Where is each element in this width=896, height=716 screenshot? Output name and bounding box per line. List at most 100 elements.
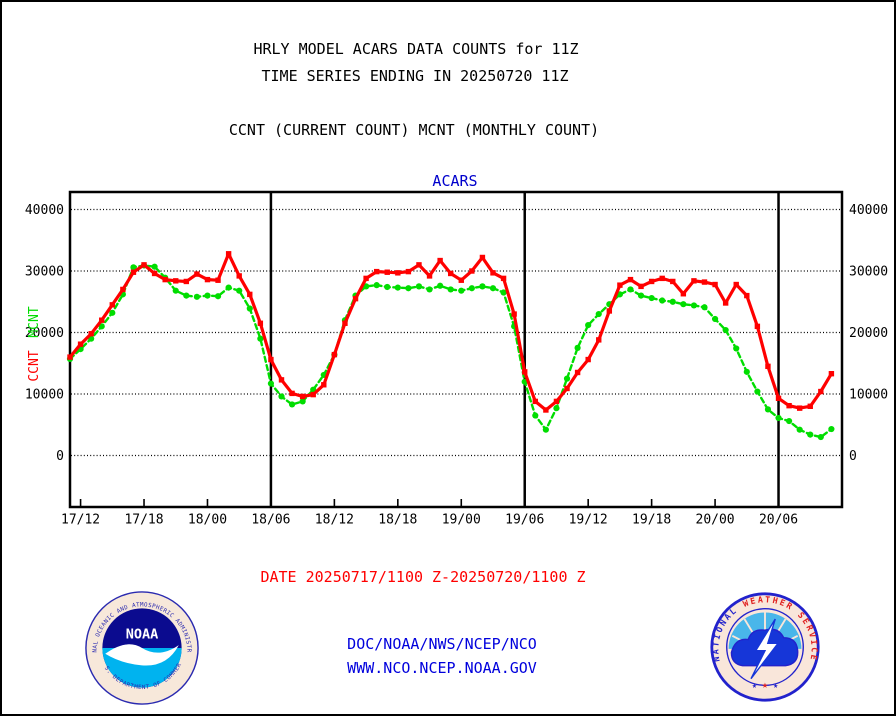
mcnt-marker [563, 375, 571, 382]
ccnt-marker [754, 323, 761, 330]
ccnt-marker [257, 320, 264, 326]
ccnt-marker [299, 393, 306, 400]
ccnt-marker [479, 254, 486, 261]
mcnt-marker [775, 414, 782, 422]
y-axis-label-right: 10000 [849, 388, 888, 403]
mcnt-marker [214, 293, 222, 300]
mcnt-marker [98, 323, 105, 330]
mcnt-marker [119, 291, 126, 298]
mcnt-marker [542, 426, 549, 433]
mcnt-marker [786, 417, 793, 425]
ccnt-marker [321, 382, 327, 388]
MCNT-line [68, 264, 833, 439]
mcnt-marker [193, 293, 200, 300]
mcnt-marker [479, 283, 486, 290]
ccnt-marker [342, 320, 348, 326]
ccnt-marker [680, 291, 687, 297]
mcnt-marker [796, 426, 803, 433]
mcnt-marker [701, 304, 708, 311]
mcnt-marker [659, 297, 666, 304]
mcnt-marker [722, 326, 729, 334]
ccnt-marker [426, 273, 433, 279]
x-axis-label: 19/18 [632, 513, 671, 528]
ccnt-marker [120, 286, 126, 293]
y-axis-label-right: 30000 [849, 265, 888, 280]
ccnt-marker [363, 275, 369, 282]
mcnt-marker [109, 309, 116, 316]
ccnt-marker [617, 282, 623, 288]
mcnt-marker [257, 335, 264, 342]
mcnt-marker [828, 425, 835, 433]
mcnt-marker [183, 292, 190, 299]
mcnt-marker [532, 412, 539, 419]
mcnt-marker [267, 380, 275, 387]
url-label: WWW.NCO.NCEP.NOAA.GOV [347, 659, 537, 677]
ccnt-marker [151, 270, 158, 277]
ccnt-marker [564, 385, 570, 392]
mcnt-marker [595, 310, 602, 318]
mcnt-marker [363, 283, 370, 290]
ccnt-marker [796, 405, 803, 411]
ccnt-marker [722, 300, 729, 306]
org-label: DOC/NOAA/NWS/NCEP/NCO [347, 635, 537, 653]
legend-subtitle: CCNT (CURRENT COUNT) MCNT (MONTHLY COUNT… [228, 121, 600, 139]
x-axis-label: 17/18 [124, 513, 163, 528]
mcnt-marker [140, 262, 148, 269]
mcnt-marker [585, 322, 592, 329]
mcnt-marker [299, 398, 306, 405]
mcnt-marker [278, 393, 285, 400]
mcnt-marker [690, 302, 698, 309]
ccnt-marker [194, 271, 200, 277]
nws-logo: NATIONAL WEATHER SERVICE ★ ★ ★ [710, 592, 820, 702]
mcnt-marker [648, 294, 655, 302]
mcnt-marker [606, 301, 613, 308]
ccnt-marker [733, 281, 739, 288]
mcnt-axis-legend: MCNT [27, 306, 42, 337]
mcnt-marker [733, 345, 740, 352]
ccnt-marker [828, 371, 835, 377]
ccnt-marker [744, 292, 750, 299]
mcnt-marker [352, 292, 359, 299]
mcnt-marker [574, 344, 581, 351]
mcnt-marker [172, 287, 179, 294]
ccnt-marker [247, 291, 253, 298]
x-axis-label: 18/00 [188, 513, 227, 528]
nws-lightning-icon [750, 618, 780, 680]
y-axis-label-right: 20000 [849, 326, 888, 341]
ccnt-marker [99, 317, 105, 323]
ccnt-marker [585, 356, 591, 363]
ccnt-marker [373, 268, 380, 275]
ccnt-marker [448, 270, 454, 277]
x-axis-label: 17/12 [61, 513, 100, 528]
mcnt-marker [500, 289, 507, 296]
mcnt-marker [66, 355, 74, 363]
y-axis-label-left: 20000 [25, 326, 64, 341]
page-title-line1: HRLY MODEL ACARS DATA COUNTS for 11Z [253, 40, 579, 58]
ccnt-marker [141, 262, 147, 268]
mcnt-marker [807, 431, 814, 438]
mcnt-marker [553, 405, 560, 412]
y-axis-label-left: 10000 [25, 388, 64, 403]
ccnt-marker [659, 275, 665, 282]
ccnt-marker [416, 262, 422, 268]
mcnt-marker [225, 284, 232, 291]
mcnt-marker [162, 274, 169, 281]
ccnt-marker [818, 388, 824, 395]
y-axis-label-left: 40000 [25, 203, 64, 218]
mcnt-marker [468, 285, 475, 292]
ccnt-marker [500, 275, 507, 282]
ccnt-marker [712, 281, 718, 288]
mcnt-marker [711, 315, 719, 323]
CCNT-line [68, 252, 834, 412]
ccnt-marker [437, 257, 443, 264]
ccnt-marker [278, 377, 285, 383]
mcnt-marker [130, 264, 137, 271]
ccnt-marker [215, 277, 221, 283]
ccnt-marker [574, 369, 581, 376]
mcnt-marker [288, 401, 296, 408]
ccnt-marker [543, 407, 549, 413]
ccnt-marker [691, 278, 697, 284]
mcnt-marker [331, 351, 338, 358]
y-axis-label-left: 30000 [25, 265, 64, 280]
mcnt-marker [754, 388, 761, 395]
